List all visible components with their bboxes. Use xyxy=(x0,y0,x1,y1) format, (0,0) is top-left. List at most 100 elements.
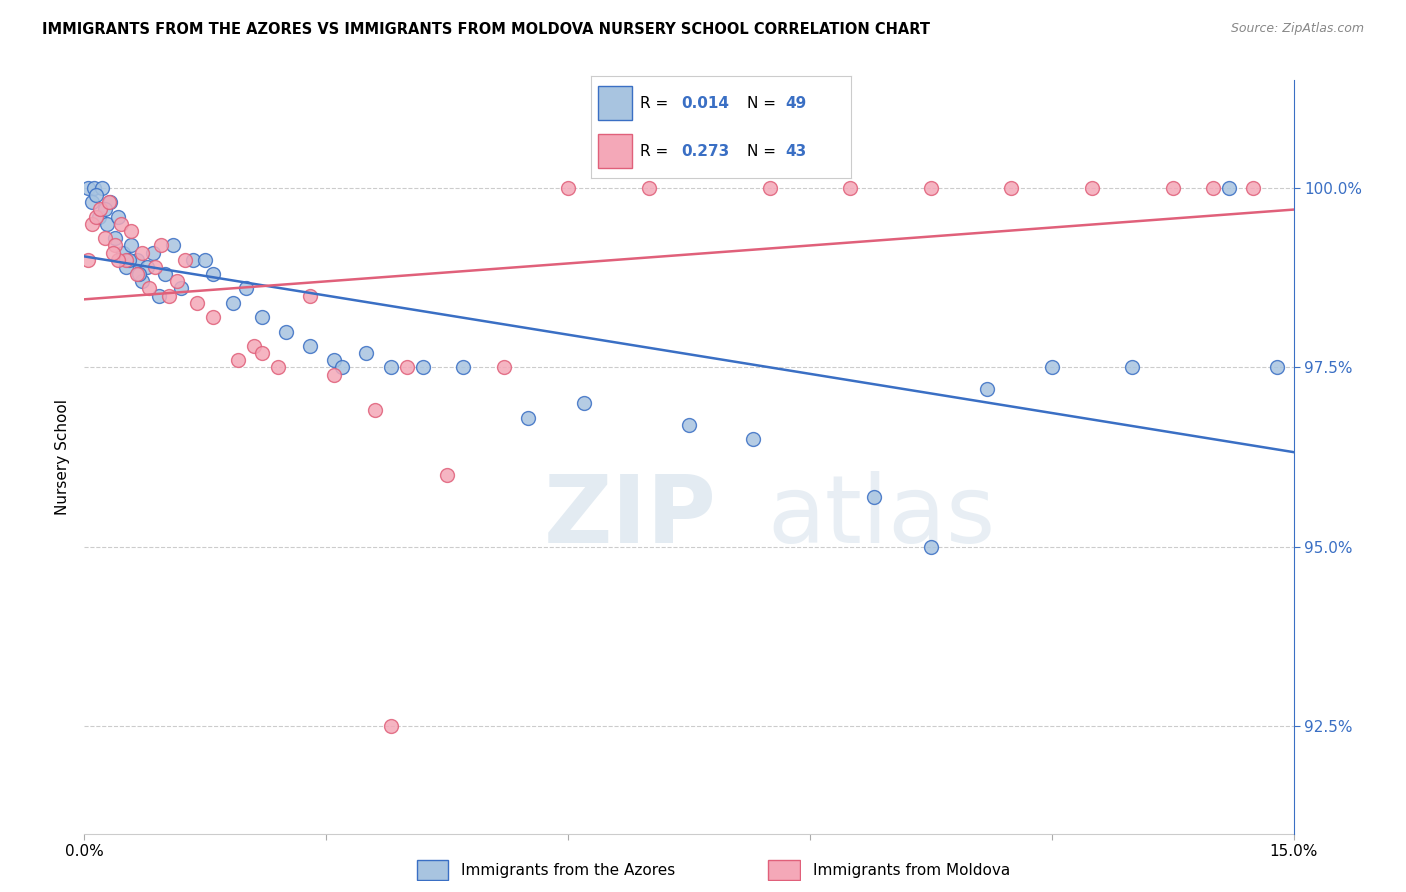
Text: ZIP: ZIP xyxy=(544,472,717,564)
Text: 43: 43 xyxy=(786,144,807,159)
Text: Immigrants from Moldova: Immigrants from Moldova xyxy=(813,863,1010,878)
Point xyxy=(863,490,886,504)
Point xyxy=(920,181,942,195)
Point xyxy=(93,202,115,217)
Point xyxy=(83,181,105,195)
Point xyxy=(166,274,188,288)
Point xyxy=(181,252,204,267)
Point xyxy=(323,353,346,368)
Point xyxy=(202,267,225,281)
Point xyxy=(136,260,159,274)
Point xyxy=(82,217,104,231)
Point xyxy=(1000,181,1022,195)
Point xyxy=(299,288,322,302)
Point xyxy=(436,468,458,483)
Point xyxy=(162,238,184,252)
Point xyxy=(299,339,322,353)
Point xyxy=(839,181,862,195)
Point xyxy=(250,346,273,360)
Point xyxy=(226,353,249,368)
Text: 0.273: 0.273 xyxy=(682,144,730,159)
Point xyxy=(93,231,115,245)
Point xyxy=(976,382,998,396)
Point xyxy=(131,274,153,288)
Point xyxy=(101,245,124,260)
Point xyxy=(222,295,245,310)
Point xyxy=(202,310,225,325)
Point xyxy=(82,195,104,210)
Point xyxy=(1202,181,1225,195)
Point xyxy=(194,252,217,267)
Point xyxy=(1081,181,1104,195)
Text: N =: N = xyxy=(747,95,780,111)
Text: R =: R = xyxy=(640,95,673,111)
Point xyxy=(380,719,402,733)
Point xyxy=(1040,360,1063,375)
Text: R =: R = xyxy=(640,144,673,159)
Point xyxy=(143,260,166,274)
Point xyxy=(1267,360,1289,375)
Point xyxy=(97,195,120,210)
Point xyxy=(572,396,595,410)
Text: Immigrants from the Azores: Immigrants from the Azores xyxy=(461,863,675,878)
Point xyxy=(356,346,378,360)
Point xyxy=(1161,181,1184,195)
Point xyxy=(115,252,138,267)
Bar xyxy=(599,87,633,120)
Point xyxy=(96,217,118,231)
Point xyxy=(107,252,129,267)
Point xyxy=(1121,360,1143,375)
Point xyxy=(110,217,132,231)
Y-axis label: Nursery School: Nursery School xyxy=(55,399,70,516)
Point xyxy=(131,245,153,260)
Point xyxy=(149,238,172,252)
Point xyxy=(250,310,273,325)
Point xyxy=(87,210,110,224)
Point xyxy=(323,368,346,382)
Point xyxy=(363,403,385,417)
Text: N =: N = xyxy=(747,144,780,159)
Point xyxy=(98,195,121,210)
Point xyxy=(412,360,434,375)
Text: 49: 49 xyxy=(786,95,807,111)
Point xyxy=(89,202,111,217)
Point xyxy=(1241,181,1264,195)
Point xyxy=(451,360,474,375)
Point xyxy=(138,281,160,295)
Text: 0.014: 0.014 xyxy=(682,95,730,111)
Point xyxy=(112,245,135,260)
Point xyxy=(516,410,538,425)
Bar xyxy=(599,135,633,168)
Point xyxy=(637,181,659,195)
Text: atlas: atlas xyxy=(768,472,995,564)
Point xyxy=(153,267,176,281)
Point xyxy=(274,325,297,339)
Point xyxy=(77,252,100,267)
Point xyxy=(242,339,264,353)
Point xyxy=(557,181,579,195)
Point xyxy=(758,181,780,195)
Point xyxy=(86,188,108,202)
Point xyxy=(125,252,148,267)
Point xyxy=(742,432,765,446)
Point xyxy=(492,360,515,375)
Point xyxy=(86,210,108,224)
Point xyxy=(267,360,290,375)
Point xyxy=(174,252,197,267)
Point xyxy=(186,295,208,310)
Point xyxy=(104,231,127,245)
Point xyxy=(120,238,142,252)
Point xyxy=(920,540,942,554)
Point xyxy=(235,281,257,295)
Text: IMMIGRANTS FROM THE AZORES VS IMMIGRANTS FROM MOLDOVA NURSERY SCHOOL CORRELATION: IMMIGRANTS FROM THE AZORES VS IMMIGRANTS… xyxy=(42,22,931,37)
Point xyxy=(120,224,142,238)
Point xyxy=(77,181,100,195)
Point xyxy=(104,238,127,252)
Point xyxy=(125,267,148,281)
Point xyxy=(678,417,700,432)
Point xyxy=(118,252,141,267)
Text: Source: ZipAtlas.com: Source: ZipAtlas.com xyxy=(1230,22,1364,36)
Point xyxy=(128,267,150,281)
Point xyxy=(1218,181,1240,195)
Point xyxy=(330,360,353,375)
